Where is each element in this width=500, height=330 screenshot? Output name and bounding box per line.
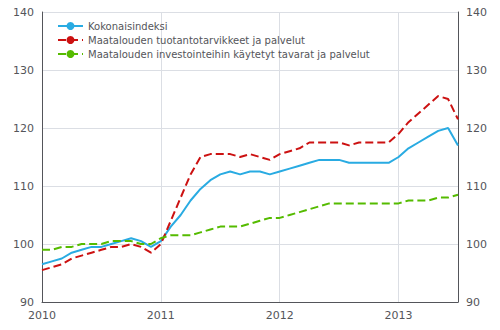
svg-text:110: 110 <box>466 180 487 193</box>
svg-text:130: 130 <box>466 64 487 77</box>
svg-text:Maatalouden tuotantotarvikkeet: Maatalouden tuotantotarvikkeet ja palvel… <box>88 35 305 46</box>
svg-text:130: 130 <box>13 64 34 77</box>
svg-text:120: 120 <box>13 122 34 135</box>
svg-text:2012: 2012 <box>266 309 294 322</box>
svg-text:2010: 2010 <box>28 309 56 322</box>
svg-text:100: 100 <box>13 238 34 251</box>
svg-text:90: 90 <box>20 296 34 309</box>
svg-text:2013: 2013 <box>385 309 413 322</box>
svg-text:90: 90 <box>466 296 480 309</box>
svg-text:140: 140 <box>13 6 34 19</box>
svg-text:Maatalouden investointeihin kä: Maatalouden investointeihin käytetyt tav… <box>88 49 370 60</box>
svg-text:140: 140 <box>466 6 487 19</box>
svg-text:2011: 2011 <box>147 309 175 322</box>
svg-text:120: 120 <box>466 122 487 135</box>
svg-text:100: 100 <box>466 238 487 251</box>
svg-text:110: 110 <box>13 180 34 193</box>
svg-text:Kokonaisindeksi: Kokonaisindeksi <box>88 21 168 32</box>
